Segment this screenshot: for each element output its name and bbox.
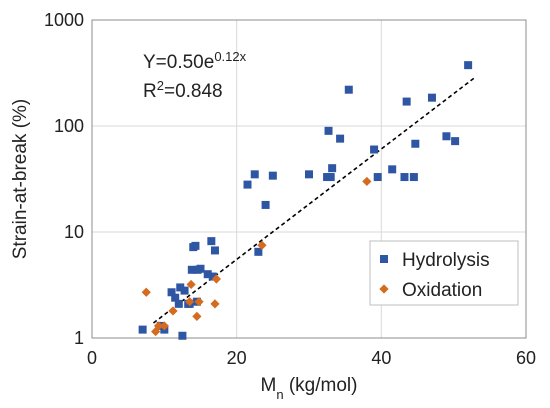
hydrolysis-point [196, 264, 205, 273]
hydrolysis-point [171, 293, 180, 302]
oxidation-point [151, 326, 161, 337]
legend-marker-oxidation [379, 284, 389, 294]
hydrolysis-point [409, 173, 418, 182]
y-tick-label: 1 [74, 328, 84, 348]
x-axis-label-main: M [261, 375, 277, 396]
hydrolysis-point [442, 132, 451, 141]
oxidation-point [192, 311, 202, 321]
hydrolysis-point [344, 85, 353, 94]
hydrolysis-point [370, 145, 379, 154]
hydrolysis-point [324, 126, 333, 135]
hydrolysis-point [326, 173, 335, 182]
x-tick-label: 20 [227, 348, 247, 368]
hydrolysis-point [328, 164, 337, 173]
hydrolysis-point [305, 170, 313, 179]
oxidation-point [194, 297, 204, 307]
hydrolysis-point [400, 173, 409, 182]
oxidation-point [168, 306, 178, 316]
hydrolysis-point [243, 180, 252, 189]
oxidation-point [185, 297, 195, 307]
x-tick-label: 0 [87, 348, 97, 368]
hydrolysis-point [261, 200, 270, 209]
legend: Hydrolysis Oxidation [369, 240, 519, 306]
oxidation-point [362, 176, 372, 187]
y-tick-label: 100 [54, 116, 84, 136]
legend-marker-hydrolysis [380, 255, 388, 263]
data-points [138, 61, 473, 340]
x-axis-label: Mn (kg/mol) [261, 375, 358, 402]
r-squared-value: =0.848 [164, 81, 223, 102]
hydrolysis-point [402, 97, 411, 106]
r-squared-prefix: R [143, 81, 157, 102]
hydrolysis-point [191, 241, 200, 250]
hydrolysis-point [464, 61, 473, 70]
hydrolysis-point [210, 246, 219, 255]
oxidation-point [153, 321, 164, 331]
x-tick-label: 40 [371, 348, 391, 368]
hydrolysis-point [178, 331, 187, 340]
hydrolysis-point [427, 93, 436, 102]
hydrolysis-point [336, 134, 345, 143]
hydrolysis-point [250, 170, 259, 179]
trend-equation-base: Y=0.50e [143, 52, 214, 73]
oxidation-point [141, 287, 151, 297]
hydrolysis-point [174, 299, 183, 308]
y-axis-label: Strain-at-break (%) [10, 99, 31, 260]
hydrolysis-point [451, 137, 460, 146]
hydrolysis-point [208, 272, 217, 281]
x-axis-label-sub: n [276, 387, 283, 402]
hydrolysis-point [180, 286, 189, 295]
hydrolysis-point [187, 265, 196, 274]
trend-equation: Y=0.50e0.12x [143, 49, 247, 74]
oxidation-point [159, 321, 169, 331]
hydrolysis-point [138, 325, 147, 334]
oxidation-point [210, 299, 220, 309]
series-oxidation [141, 176, 372, 337]
r-squared-sup: 2 [157, 78, 164, 93]
x-tick-label: 60 [516, 348, 536, 368]
hydrolysis-point [254, 247, 263, 256]
oxidation-point [186, 279, 196, 290]
trend-equation-exponent: 0.12x [214, 49, 246, 64]
hydrolysis-point [388, 165, 397, 174]
oxidation-point [257, 240, 267, 250]
series-hydrolysis [138, 61, 473, 340]
legend-label-hydrolysis: Hydrolysis [402, 250, 490, 271]
hydrolysis-point [268, 171, 277, 180]
hydrolysis-point [203, 270, 212, 279]
trendline-group [152, 76, 476, 324]
legend-box [369, 240, 519, 306]
plot-area [91, 19, 527, 339]
x-axis-label-rest: (kg/mol) [284, 375, 358, 396]
hydrolysis-point [411, 139, 420, 148]
y-tick-label: 1000 [44, 10, 84, 30]
trendline [152, 76, 476, 324]
y-tick-label: 10 [64, 222, 84, 242]
oxidation-point [211, 274, 222, 284]
hydrolysis-point [176, 283, 185, 292]
hydrolysis-point [167, 288, 176, 297]
legend-label-oxidation: Oxidation [402, 280, 482, 301]
hydrolysis-point [207, 237, 216, 246]
tick-labels: 0 20 40 60 1 10 100 1000 [44, 10, 536, 368]
r-squared-label: R2=0.848 [143, 78, 223, 103]
hydrolysis-point [373, 173, 382, 182]
